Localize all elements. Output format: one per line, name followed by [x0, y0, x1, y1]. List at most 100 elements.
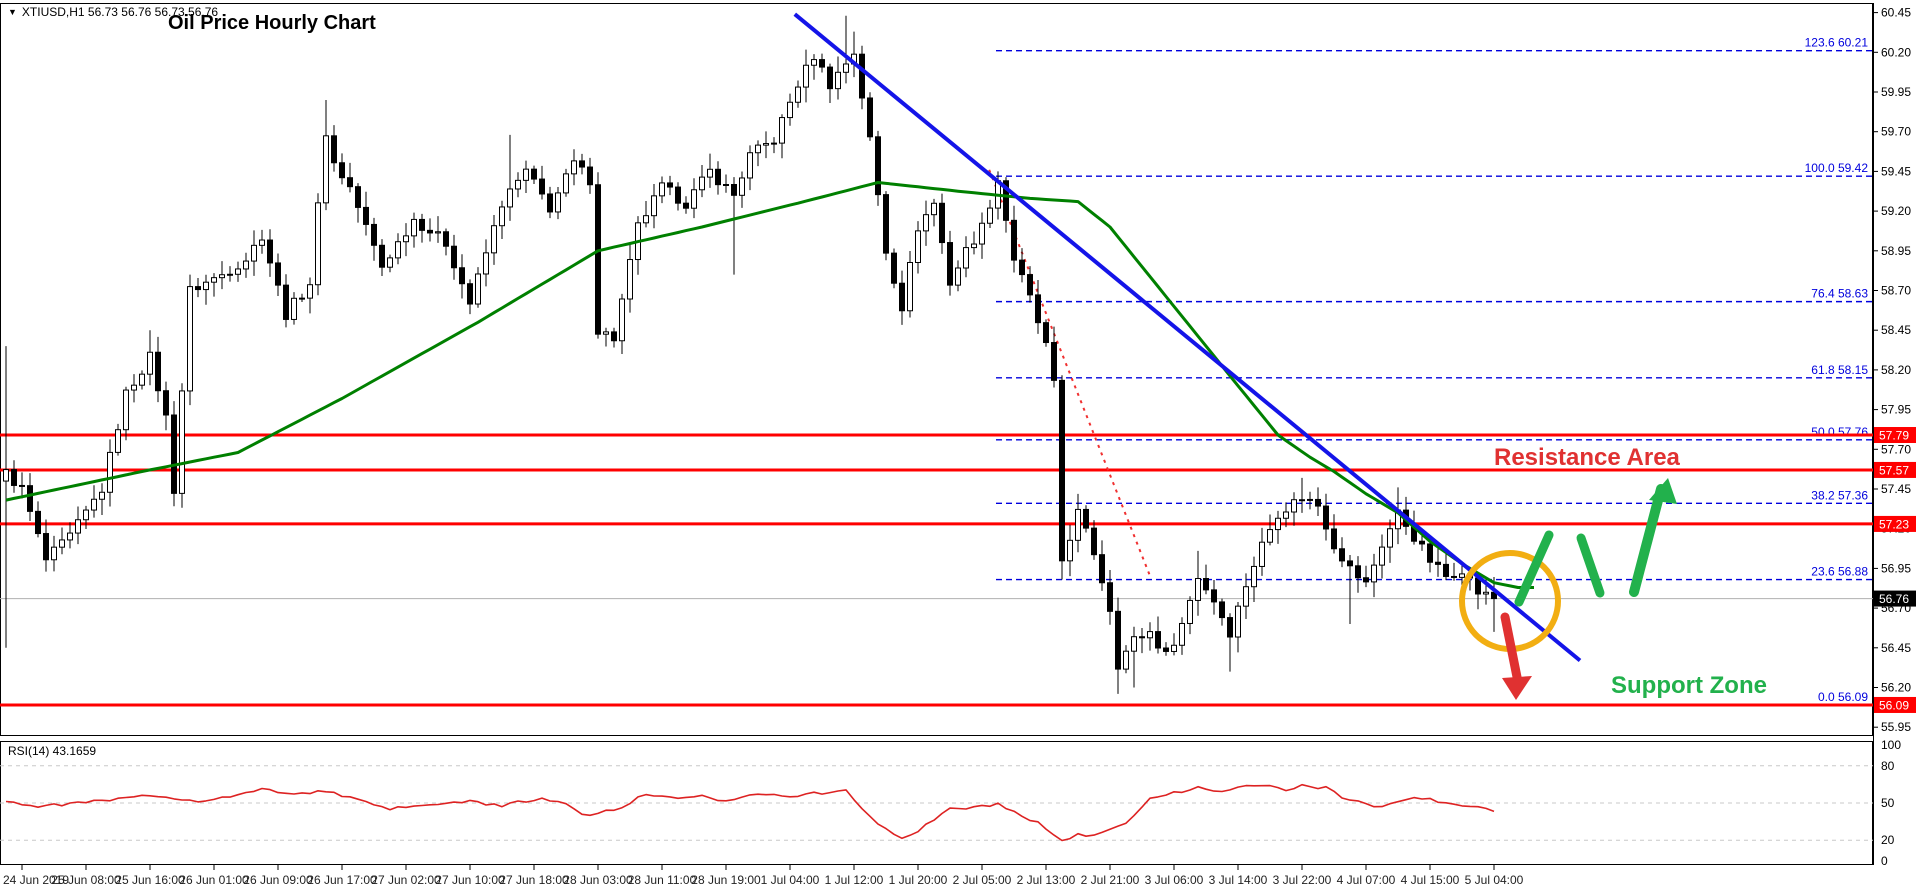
candle-body	[1059, 379, 1065, 562]
candle-body	[515, 179, 521, 190]
candle-body	[875, 136, 881, 196]
candle-body	[35, 510, 41, 535]
candle-body	[1291, 499, 1297, 513]
time-tick-label: 2 Jul 21:00	[1081, 873, 1140, 887]
green-up-arrow-head	[1649, 478, 1677, 504]
symbol-ohlc-text: XTIUSD,H1 56.73 56.76 56.73 56.76	[21, 5, 219, 19]
candle-body	[419, 218, 425, 231]
rsi-content: 100 80 50 20 0	[0, 738, 1901, 868]
moving-average-line[interactable]	[5, 181, 1534, 589]
time-tick-label: 27 Jun 10:00	[435, 873, 505, 887]
candle-body	[475, 273, 481, 305]
candle-body	[579, 160, 585, 168]
candle-body	[1163, 647, 1169, 652]
candle-body	[283, 284, 289, 320]
candle-body	[219, 274, 225, 279]
green-up-arrow-shaft[interactable]	[1629, 484, 1666, 597]
price-badge-text: 57.23	[1879, 517, 1909, 531]
candle-body	[1003, 180, 1009, 221]
price-tick-label: 57.95	[1881, 403, 1911, 417]
candle-body	[963, 247, 969, 269]
green-stroke-down[interactable]	[1576, 533, 1605, 598]
candle-body	[763, 143, 769, 146]
candle-body	[1259, 541, 1265, 567]
rsi-axis-label: 80	[1881, 759, 1895, 773]
candle-body	[747, 152, 753, 179]
descending-trendline[interactable]	[793, 12, 1582, 663]
green-stroke-up[interactable]	[1514, 530, 1554, 607]
candle-body	[1235, 605, 1241, 638]
rsi-indicator-label: RSI(14) 43.1659	[8, 744, 97, 758]
price-tick-label: 59.20	[1881, 204, 1911, 218]
fib-label-100.0: 100.0 59.42	[1805, 161, 1869, 175]
candle-body	[483, 252, 489, 275]
price-badge-56.76	[1874, 590, 1916, 607]
candle-body	[1443, 563, 1449, 577]
candle-body	[931, 202, 937, 216]
candle-body	[155, 351, 161, 392]
time-tick-label: 3 Jul 22:00	[1273, 873, 1332, 887]
candle-body	[75, 519, 81, 534]
symbol-dropdown-icon[interactable]: ▼	[8, 7, 17, 17]
candle-body	[147, 351, 153, 375]
time-tick-label: 24 Jun 2019	[3, 873, 69, 887]
price-tick-label: 60.45	[1881, 6, 1911, 20]
candle-body	[1347, 560, 1353, 567]
candle-body	[363, 206, 369, 225]
candle-body	[1419, 540, 1425, 545]
candle-body	[1331, 528, 1337, 550]
candle-body	[715, 168, 721, 186]
candle-body	[979, 222, 985, 245]
candle-body	[523, 168, 529, 181]
candle-body	[107, 451, 113, 493]
time-tick-label: 4 Jul 07:00	[1337, 873, 1396, 887]
candle-body	[99, 491, 105, 500]
candle-body	[235, 268, 241, 275]
candle-body	[1427, 543, 1433, 563]
chart-title: Oil Price Hourly Chart	[168, 12, 376, 34]
candle-body	[739, 177, 745, 196]
candle-body	[651, 195, 657, 217]
candle-body	[1243, 586, 1249, 607]
resistance-area-label: Resistance Area	[1494, 444, 1680, 471]
candle-body	[915, 230, 921, 263]
main-panel[interactable]	[0, 3, 1873, 736]
candle-body	[171, 414, 177, 494]
candle-body	[1195, 578, 1201, 601]
price-badge-56.09	[1874, 696, 1916, 713]
candle-body	[883, 194, 889, 254]
red-down-arrow-shaft[interactable]	[1500, 612, 1523, 687]
candle-body	[899, 282, 905, 312]
candle-body	[1211, 589, 1217, 603]
candle-body	[939, 202, 945, 244]
candle-body	[1147, 631, 1153, 639]
candle-body	[83, 509, 89, 521]
candle-body	[1307, 498, 1313, 501]
candle-body	[259, 239, 265, 246]
candle-body	[115, 429, 121, 453]
price-axis[interactable]: 60.45 60.20 59.95 59.70 59.45 59.20 58.95 58.70…	[1873, 3, 1916, 865]
candles-group[interactable]	[3, 15, 1497, 694]
price-badge-57.79	[1874, 427, 1916, 444]
candle-body	[427, 229, 433, 234]
candle-body	[699, 176, 705, 191]
candle-body	[1363, 577, 1369, 583]
candle-body	[1131, 636, 1137, 652]
time-tick-label: 2 Jul 05:00	[953, 873, 1012, 887]
price-badge-text: 56.76	[1879, 592, 1909, 606]
candle-body	[1451, 575, 1457, 578]
candle-body	[227, 273, 233, 276]
candle-body	[603, 331, 609, 335]
candle-body	[331, 135, 337, 164]
candle-body	[467, 283, 473, 305]
time-tick-label: 4 Jul 15:00	[1401, 873, 1460, 887]
time-tick-label: 27 Jun 18:00	[499, 873, 569, 887]
candle-body	[731, 184, 737, 196]
candle-body	[339, 162, 345, 179]
candle-body	[1323, 505, 1329, 530]
price-tick-label: 56.20	[1881, 681, 1911, 695]
candle-body	[1171, 644, 1177, 652]
candle-body	[499, 206, 505, 227]
